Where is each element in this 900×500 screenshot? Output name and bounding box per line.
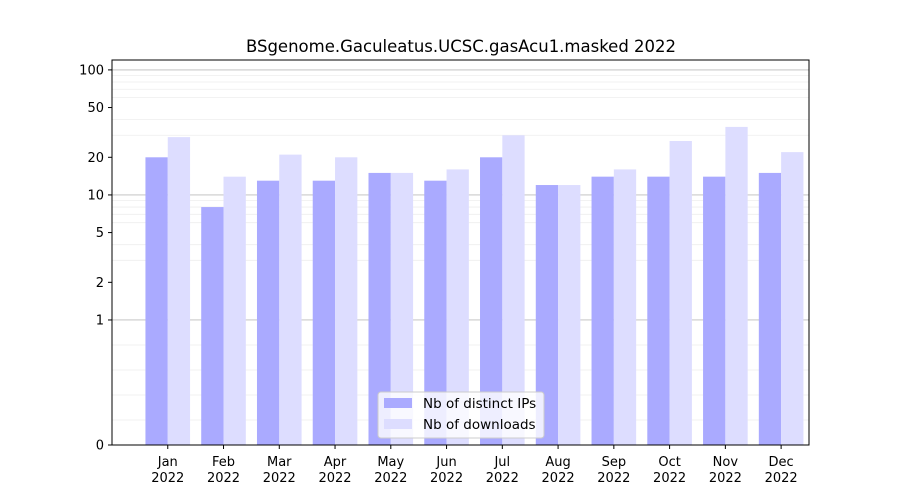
plot-frame (111, 59, 810, 446)
x-tick-label: Feb 2022 (207, 455, 240, 486)
bar-downloads-1 (167, 137, 191, 445)
y-tick-label: 1 (96, 313, 104, 328)
bar-distinct-ips-12 (758, 172, 782, 445)
bar-downloads-9 (613, 169, 637, 445)
bar-distinct-ips-11 (703, 176, 726, 445)
x-tick-label: Jan 2022 (151, 455, 184, 486)
bar-downloads-12 (781, 152, 804, 445)
bar-downloads-11 (725, 126, 748, 446)
x-tick-label: Apr 2022 (318, 455, 351, 486)
bar-downloads-3 (279, 154, 302, 446)
bar-distinct-ips-10 (647, 176, 670, 445)
legend: Nb of distinct IPs Nb of downloads (377, 391, 545, 439)
y-tick-label: 100 (79, 63, 104, 78)
bar-distinct-ips-7 (480, 157, 503, 445)
bar-downloads-6 (446, 169, 469, 445)
y-tick-label: 5 (96, 226, 104, 241)
x-tick-label: Aug 2022 (542, 455, 575, 486)
bar-downloads-10 (669, 140, 692, 445)
legend-label-distinct-ips: Nb of distinct IPs (423, 396, 536, 412)
y-tick-label: 0 (96, 439, 104, 454)
bar-distinct-ips-5 (368, 172, 391, 445)
bars (145, 126, 804, 446)
x-tick-label: Jun 2022 (430, 455, 463, 486)
bar-downloads-7 (502, 135, 525, 445)
bar-distinct-ips-1 (145, 157, 168, 445)
bar-distinct-ips-8 (535, 185, 559, 445)
bar-downloads-2 (223, 176, 246, 445)
x-tick-label: Dec 2022 (765, 455, 798, 486)
y-tick-label: 20 (87, 151, 104, 166)
legend-swatch-downloads (384, 419, 412, 429)
y-tick-label: 50 (87, 101, 104, 116)
y-tick-label: 2 (96, 276, 104, 291)
x-tick-label: Mar 2022 (263, 455, 296, 486)
bar-distinct-ips-4 (312, 180, 336, 445)
legend-label-downloads: Nb of downloads (423, 417, 536, 433)
x-tick-label: Jul 2022 (486, 455, 519, 486)
bar-distinct-ips-3 (256, 180, 280, 445)
bar-downloads-5 (390, 172, 414, 445)
x-tick-label: Sep 2022 (597, 455, 630, 486)
bar-downloads-4 (335, 157, 358, 445)
bar-distinct-ips-9 (591, 176, 614, 445)
y-tick-label: 10 (87, 188, 104, 203)
x-tick-label: Oct 2022 (653, 455, 686, 486)
x-tick-label: Nov 2022 (709, 455, 742, 486)
legend-box (377, 391, 545, 439)
chart-title: BSgenome.Gaculeatus.UCSC.gasAcu1.masked … (246, 37, 676, 56)
bar-downloads-8 (558, 185, 581, 445)
legend-swatch-distinct-ips (384, 398, 412, 408)
bar-distinct-ips-2 (201, 207, 224, 445)
y-axis: 0 1 2 5 10 20 50 100 (79, 63, 112, 454)
bar-distinct-ips-6 (424, 180, 447, 445)
x-axis: Jan 2022 Feb 2022 Mar 2022 Apr 2022 May 2022 Jun 20… (151, 445, 798, 486)
x-tick-label: May 2022 (374, 455, 407, 486)
